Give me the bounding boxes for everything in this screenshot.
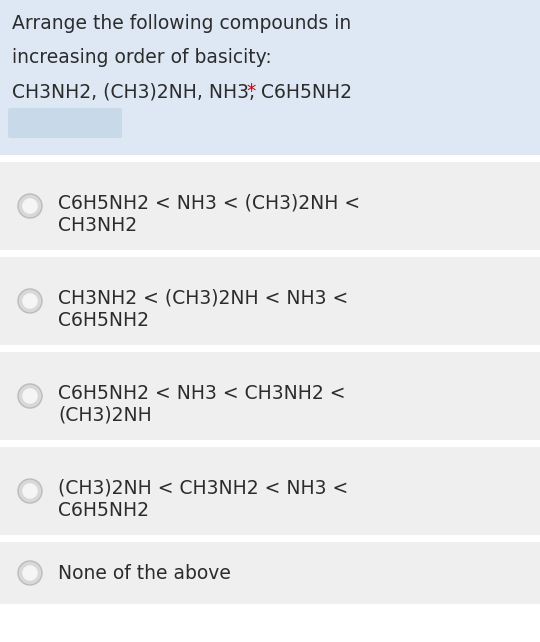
FancyBboxPatch shape bbox=[0, 257, 540, 345]
Text: increasing order of basicity:: increasing order of basicity: bbox=[12, 48, 272, 67]
Circle shape bbox=[18, 479, 42, 503]
Circle shape bbox=[22, 483, 38, 499]
FancyBboxPatch shape bbox=[0, 447, 540, 535]
Text: (CH3)2NH: (CH3)2NH bbox=[58, 406, 152, 425]
FancyBboxPatch shape bbox=[0, 0, 540, 155]
Circle shape bbox=[18, 194, 42, 218]
FancyBboxPatch shape bbox=[0, 352, 540, 440]
Text: CH3NH2: CH3NH2 bbox=[58, 216, 137, 235]
Text: C6H5NH2: C6H5NH2 bbox=[58, 311, 149, 330]
Text: CH3NH2, (CH3)2NH, NH3, C6H5NH2: CH3NH2, (CH3)2NH, NH3, C6H5NH2 bbox=[12, 82, 352, 101]
FancyBboxPatch shape bbox=[0, 542, 540, 604]
Text: C6H5NH2 < NH3 < (CH3)2NH <: C6H5NH2 < NH3 < (CH3)2NH < bbox=[58, 194, 360, 213]
Circle shape bbox=[22, 293, 38, 309]
Circle shape bbox=[18, 384, 42, 408]
Circle shape bbox=[22, 565, 38, 581]
Circle shape bbox=[18, 289, 42, 313]
Text: *: * bbox=[241, 82, 256, 101]
Text: None of the above: None of the above bbox=[58, 564, 231, 583]
FancyBboxPatch shape bbox=[8, 108, 122, 138]
Text: (CH3)2NH < CH3NH2 < NH3 <: (CH3)2NH < CH3NH2 < NH3 < bbox=[58, 479, 348, 498]
Text: Arrange the following compounds in: Arrange the following compounds in bbox=[12, 14, 351, 33]
FancyBboxPatch shape bbox=[0, 162, 540, 250]
Circle shape bbox=[18, 561, 42, 585]
Text: C6H5NH2 < NH3 < CH3NH2 <: C6H5NH2 < NH3 < CH3NH2 < bbox=[58, 384, 346, 403]
Text: CH3NH2 < (CH3)2NH < NH3 <: CH3NH2 < (CH3)2NH < NH3 < bbox=[58, 289, 348, 308]
Text: C6H5NH2: C6H5NH2 bbox=[58, 501, 149, 520]
Circle shape bbox=[22, 388, 38, 404]
Circle shape bbox=[22, 198, 38, 214]
